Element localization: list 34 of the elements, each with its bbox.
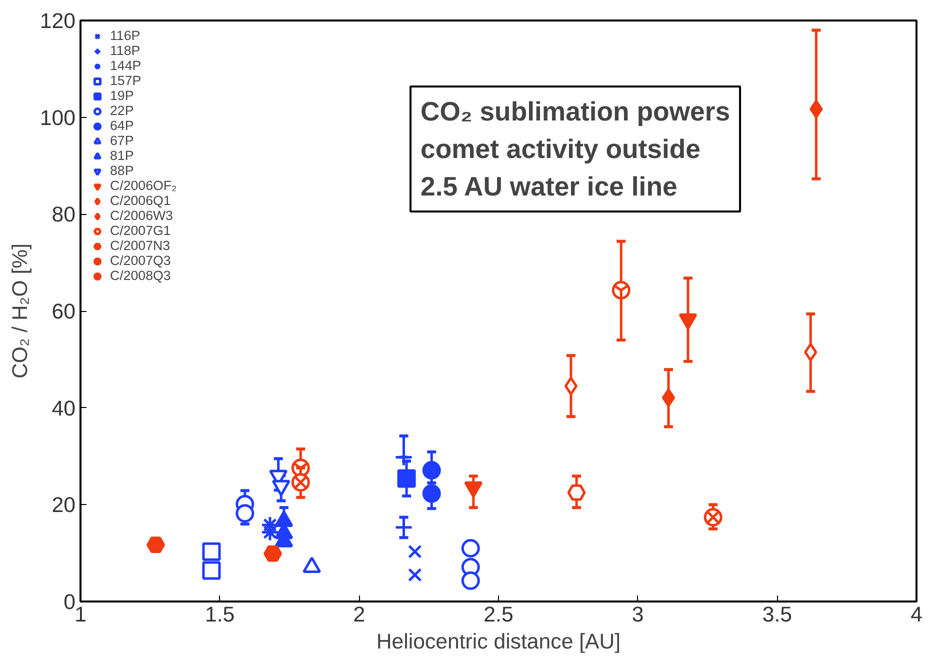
legend-label: 144P <box>110 58 142 73</box>
y-tick-label: 40 <box>52 396 76 420</box>
y-tick-label: 100 <box>40 106 76 130</box>
legend-label: 64P <box>110 118 134 133</box>
legend-label: C/2007G1 <box>110 223 171 238</box>
x-tick-label: 4 <box>910 602 923 626</box>
legend-label: C/2006W3 <box>110 208 173 223</box>
legend-label: C/2007Q3 <box>110 253 171 268</box>
legend-label: 19P <box>110 88 134 103</box>
y-tick-label: 120 <box>40 9 76 33</box>
x-axis-title: Heliocentric distance [AU] <box>376 630 621 654</box>
x-tick-label: 2 <box>353 602 366 626</box>
y-tick-label: 60 <box>52 300 76 324</box>
legend-label: 67P <box>110 133 134 148</box>
legend-label: 118P <box>110 43 140 58</box>
legend-label: 88P <box>110 163 134 178</box>
legend-label: C/2006Q1 <box>110 193 171 208</box>
annotation: CO₂ sublimation powers comet activity outside 2.5 AU water ice line <box>420 96 730 202</box>
y-tick-label: 20 <box>52 493 76 518</box>
legend-label: 157P <box>110 73 142 88</box>
legend-label: 22P <box>110 103 134 118</box>
x-tick-label: 1 <box>74 602 86 626</box>
y-tick-label: 0 <box>64 590 76 614</box>
legend-label: C/2006OF₂ <box>110 178 177 193</box>
x-tick-label: 2.5 <box>484 602 514 626</box>
y-tick-label: 80 <box>52 202 76 227</box>
legend-label: C/2007N3 <box>110 238 170 253</box>
x-tick-label: 3.5 <box>762 602 792 626</box>
legend-label: C/2008Q3 <box>110 268 171 283</box>
legend-label: 116P <box>110 28 140 43</box>
y-axis-title: CO₂ / H₂O [%] <box>8 243 32 379</box>
x-tick-label: 3 <box>632 602 644 626</box>
legend-label: 81P <box>110 148 134 163</box>
x-tick-label: 1.5 <box>205 602 235 626</box>
